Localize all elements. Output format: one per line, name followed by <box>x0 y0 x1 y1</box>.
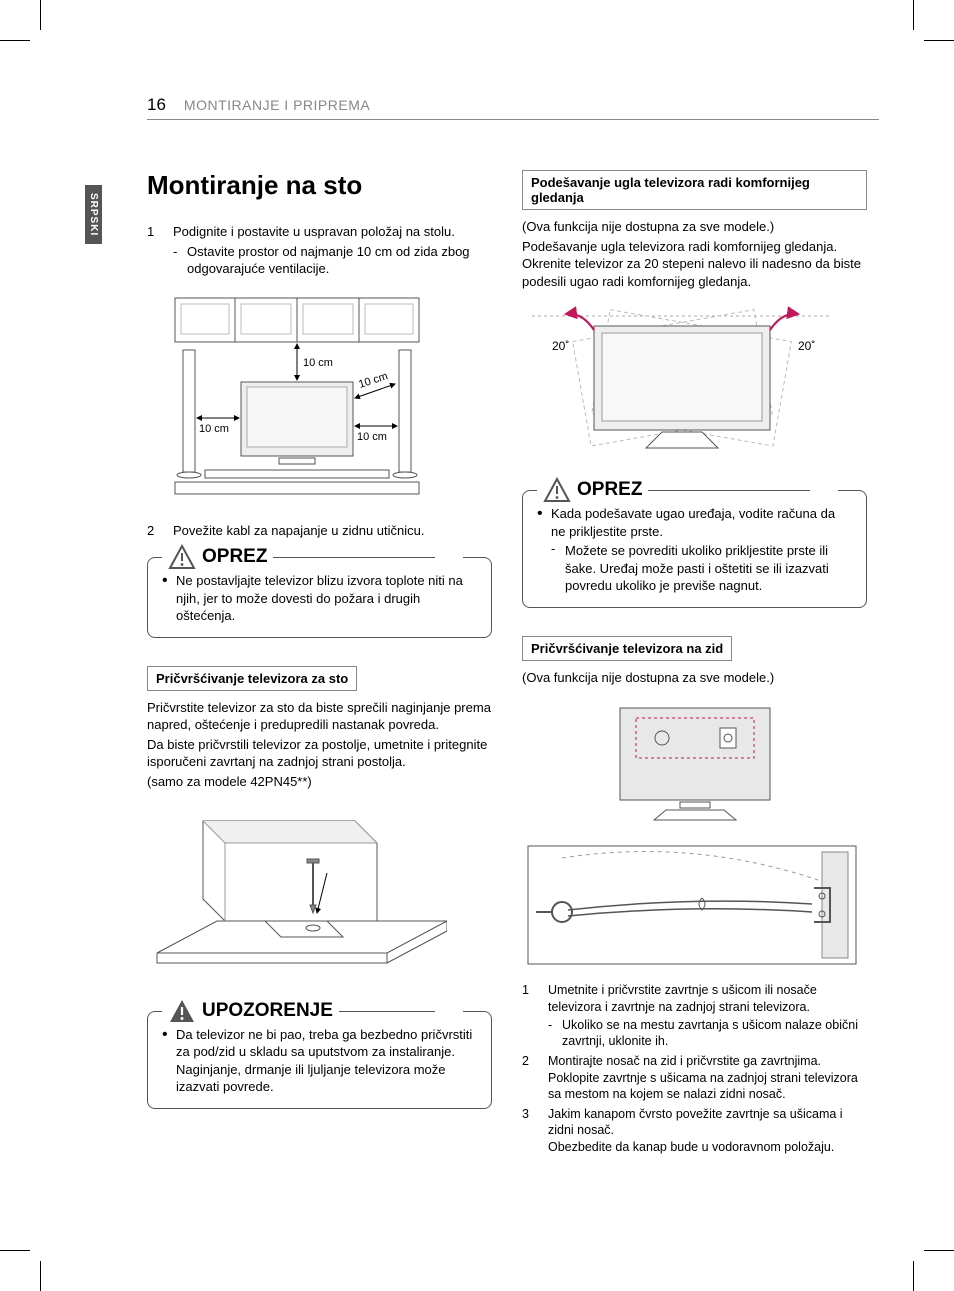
step-2: Povežite kabl za napajanje u zidnu utičn… <box>147 522 492 540</box>
svg-text:10 cm: 10 cm <box>357 431 387 443</box>
warning-icon <box>168 998 196 1024</box>
crop-mark <box>0 40 30 41</box>
caution-sub: Možete se povrediti ukoliko prikljestite… <box>551 542 852 595</box>
figure-swivel: 20˚ 20˚ <box>522 302 867 472</box>
para-table-2: Da biste pričvrstili televizor za postol… <box>147 736 492 771</box>
wall-s3-text: Jakim kanapom čvrsto povežite zavrtnje s… <box>548 1107 843 1137</box>
wall-step-3: Jakim kanapom čvrsto povežite zavrtnje s… <box>522 1106 867 1155</box>
crop-mark <box>913 1261 914 1291</box>
crop-mark <box>924 40 954 41</box>
page-header: 16 MONTIRANJE I PRIPREMA <box>147 95 879 120</box>
wall-step-1: Umetnite i pričvrstite zavrtnje s ušicom… <box>522 982 867 1049</box>
caution-b1: Kada podešavate ugao uređaja, vodite rač… <box>551 506 835 539</box>
wall-s1-text: Umetnite i pričvrstite zavrtnje s ušicom… <box>548 983 817 1013</box>
crop-mark <box>40 0 41 30</box>
para-table-1: Pričvrstite televizor za sto da biste sp… <box>147 699 492 734</box>
svg-text:20˚: 20˚ <box>552 339 569 353</box>
wall-step-2: Montirajte nosač na zid i pričvrstite ga… <box>522 1053 867 1102</box>
svg-text:10 cm: 10 cm <box>303 357 333 369</box>
caution-icon <box>168 544 196 570</box>
heading-mounting: Montiranje na sto <box>147 170 492 201</box>
caution-title: OPREZ <box>577 479 642 501</box>
figure-rope <box>522 840 867 970</box>
figure-eyebolt <box>522 698 867 828</box>
caution-bullet: Kada podešavate ugao uređaja, vodite rač… <box>537 505 852 595</box>
crop-mark <box>913 0 914 30</box>
warning-title: UPOZORENJE <box>202 1000 333 1022</box>
wall-s3b-text: Obezbedite da kanap bude u vodoravnom po… <box>548 1140 834 1154</box>
subheading-table: Pričvršćivanje televizora za sto <box>147 666 357 691</box>
right-column: Podešavanje ugla televizora radi komforn… <box>522 170 867 1159</box>
warning-box: UPOZORENJE Da televizor ne bi pao, treba… <box>147 1011 492 1109</box>
para-wall-note: (Ova funkcija nije dostupna za sve model… <box>522 669 867 687</box>
subheading-wall: Pričvršćivanje televizora na zid <box>522 636 732 661</box>
caution-box-heat: OPREZ Ne postavljajte televizor blizu iz… <box>147 557 492 638</box>
warning-bullet: Da televizor ne bi pao, treba ga bezbedn… <box>162 1026 477 1096</box>
crop-mark <box>40 1261 41 1291</box>
left-column: Montiranje na sto Podignite i postavite … <box>147 170 492 1159</box>
crop-mark <box>924 1250 954 1251</box>
caution-box-angle: OPREZ Kada podešavate ugao uređaja, vodi… <box>522 490 867 608</box>
step-1-text: Podignite i postavite u uspravan položaj… <box>173 224 455 239</box>
crop-mark <box>0 1250 30 1251</box>
step-1a: Ostavite prostor od najmanje 10 cm od zi… <box>173 243 492 278</box>
caution-title: OPREZ <box>202 546 267 568</box>
para-angle-desc: Podešavanje ugla televizora radi komforn… <box>522 238 867 291</box>
caution-bullet: Ne postavljajte televizor blizu izvora t… <box>162 572 477 625</box>
wall-s1a: Ukoliko se na mestu zavrtanja s ušicom n… <box>548 1017 867 1050</box>
language-tab: SRPSKI <box>85 185 102 244</box>
caution-icon <box>543 477 571 503</box>
svg-text:10 cm: 10 cm <box>199 423 229 435</box>
figure-stand-screw <box>147 803 492 993</box>
subheading-angle: Podešavanje ugla televizora radi komforn… <box>522 170 867 210</box>
svg-text:20˚: 20˚ <box>798 339 815 353</box>
page-number: 16 <box>147 95 166 115</box>
para-table-3: (samo za modele 42PN45**) <box>147 773 492 791</box>
section-title: MONTIRANJE I PRIPREMA <box>184 97 370 113</box>
figure-clearance: 10 cm 10 cm 10 cm 10 cm <box>147 290 492 510</box>
step-1: Podignite i postavite u uspravan položaj… <box>147 223 492 278</box>
para-angle-note: (Ova funkcija nije dostupna za sve model… <box>522 218 867 236</box>
